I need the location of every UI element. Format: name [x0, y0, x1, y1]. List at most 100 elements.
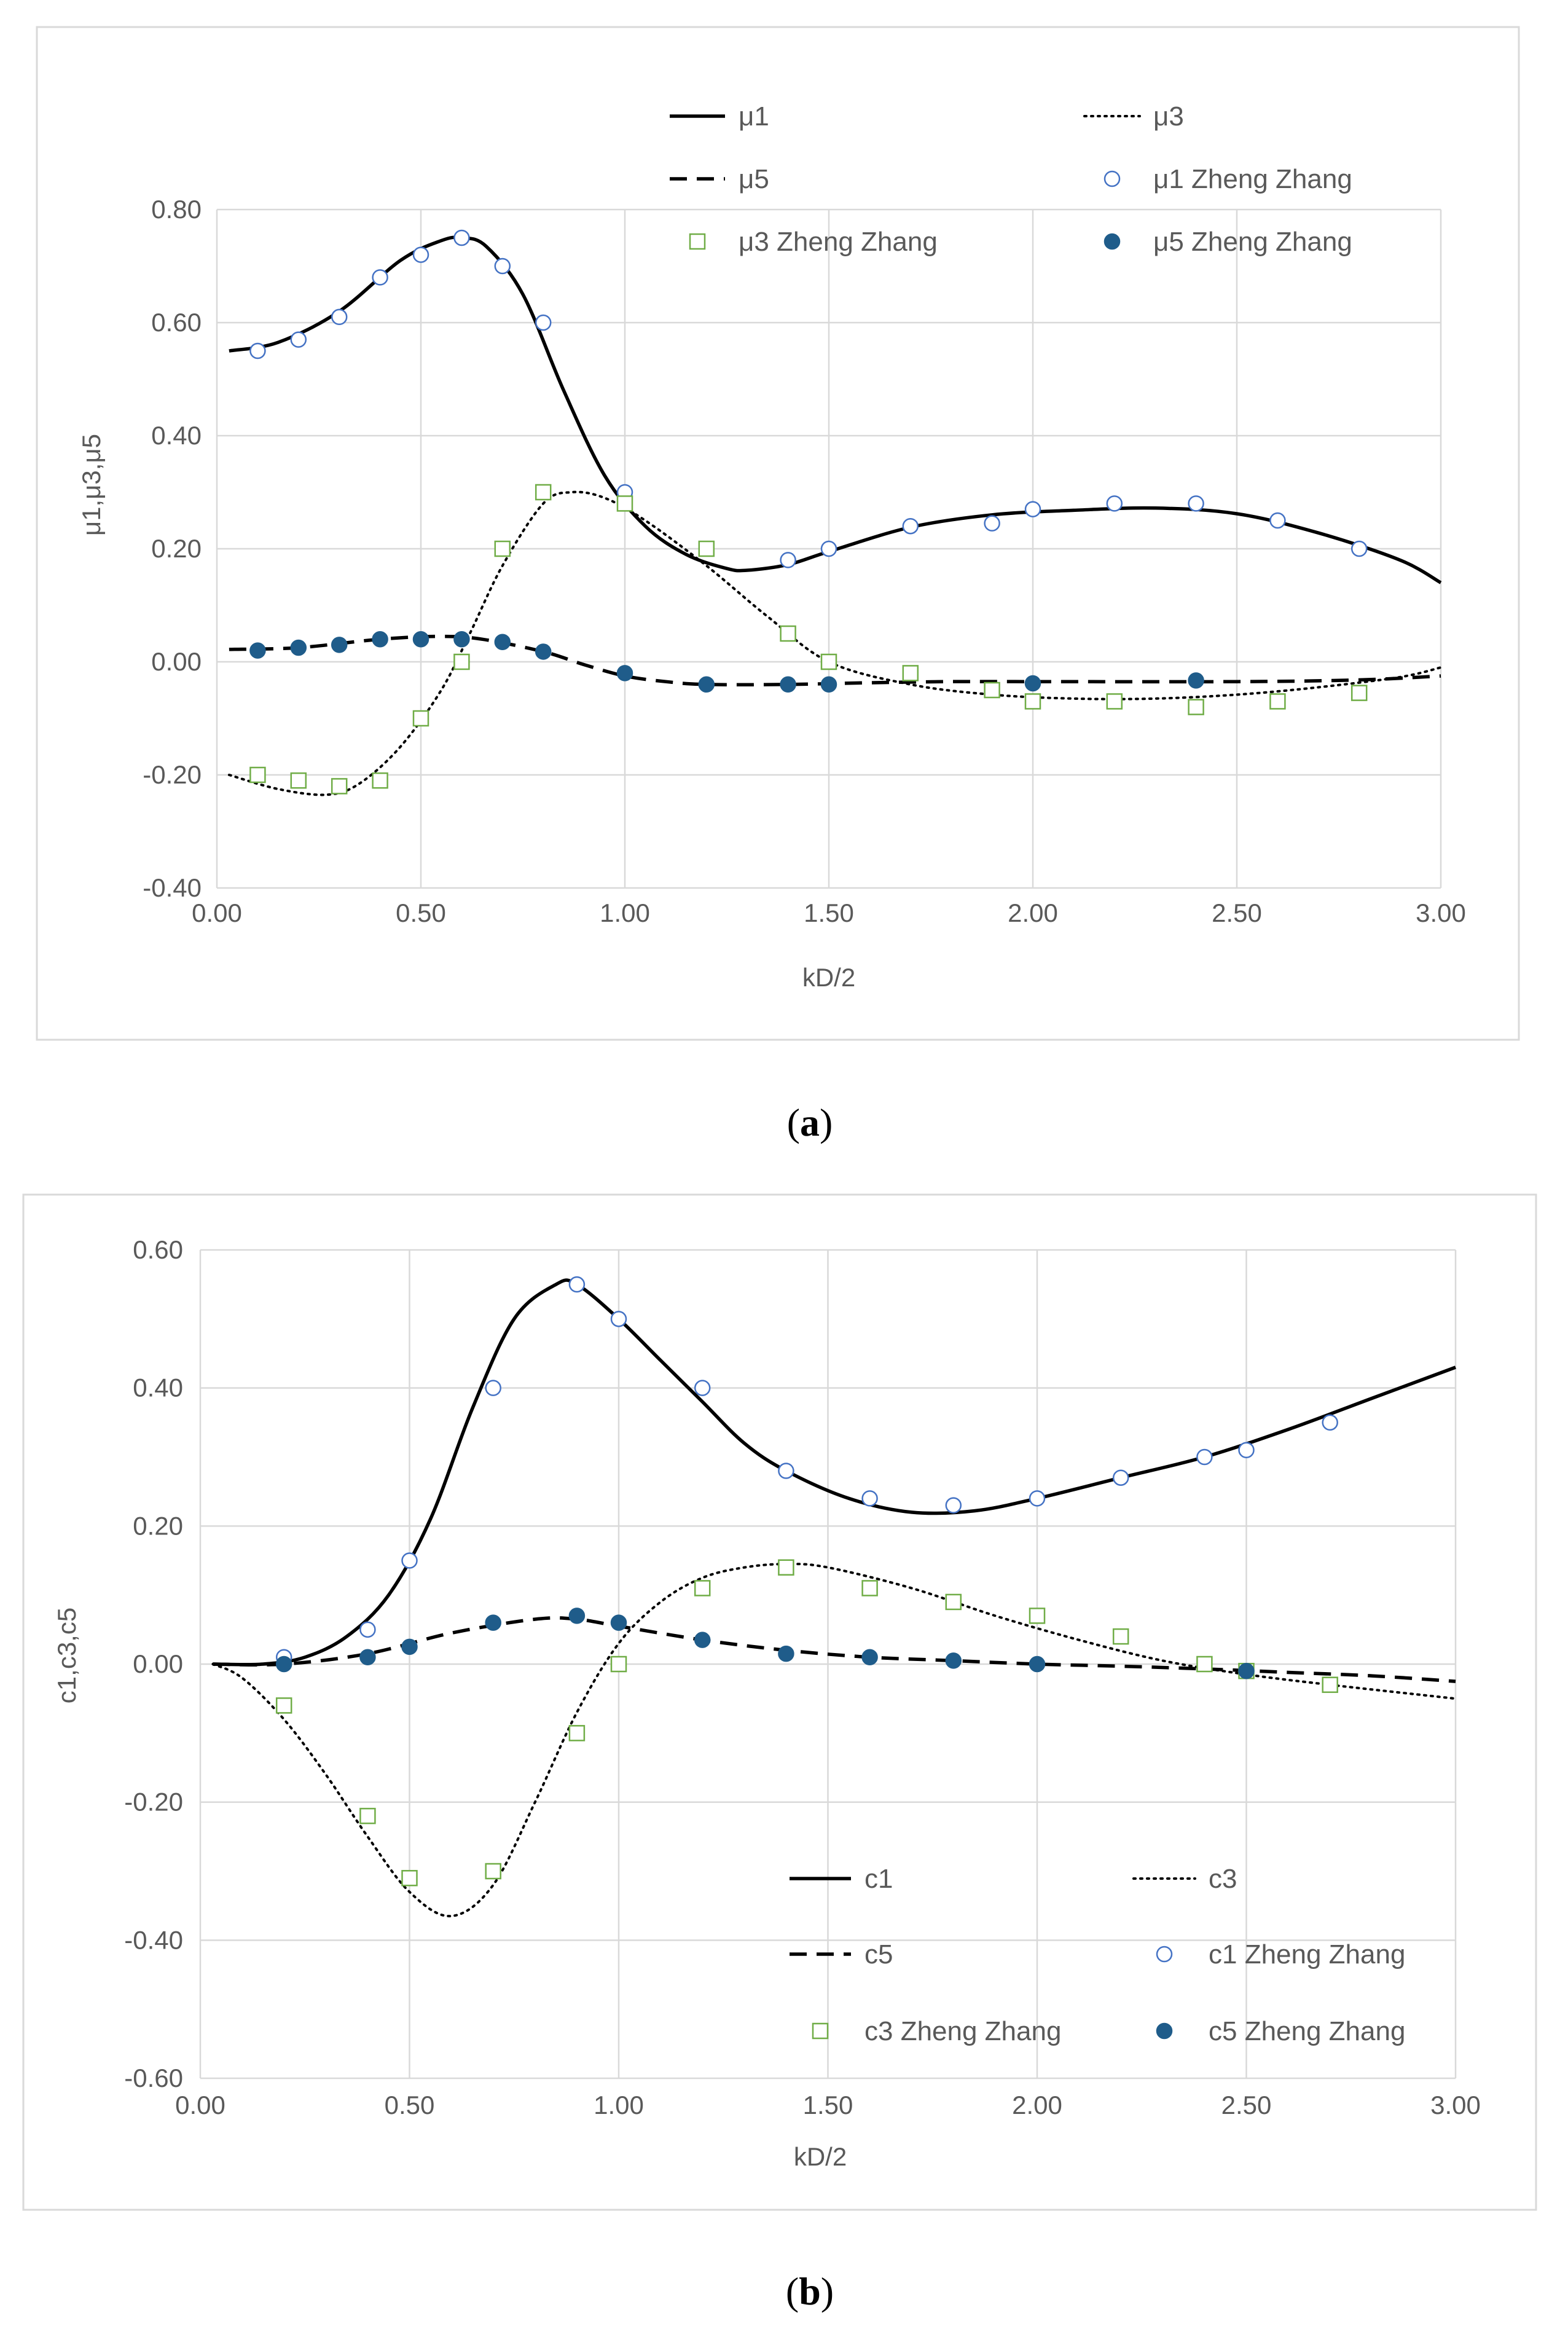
caption-b: (b): [786, 2269, 834, 2313]
chart-b-series-line: [213, 1278, 1456, 1667]
chart-b-data-point: [401, 1869, 418, 1887]
chart-a-ticks: 0.00 0.50 1.00 1.50 2.00 2.50 3.00 -0.40 -0.20 0.…: [143, 195, 1466, 927]
chart-a-data-point: [535, 484, 552, 501]
legend-label: c5 Zheng Zhang: [1209, 2016, 1405, 2046]
chart-a-data-point: [1106, 495, 1123, 512]
caption-a: (a): [787, 1101, 833, 1144]
legend-swatch: [1103, 170, 1121, 187]
chart-a-data-point: [698, 540, 715, 557]
chart-b-data-point: [568, 1725, 586, 1742]
chart-a-data-point: [902, 517, 919, 535]
chart-panel-b: 0.00 0.50 1.00 1.50 2.00 2.50 3.00 -0.60 -0.40 -0…: [22, 1193, 1537, 2313]
chart-a-y-tick-label: 0.20: [151, 534, 202, 563]
chart-b-data-point: [1112, 1469, 1129, 1486]
chart-b-data-point: [694, 1580, 711, 1597]
chart-b-data-point: [694, 1380, 711, 1396]
chart-b-series: [211, 1276, 1457, 1918]
chart-b-data-point: [1112, 1628, 1129, 1645]
chart-b-data-point: [1238, 1662, 1255, 1679]
chart-a-x-tick-label: 1.50: [804, 898, 854, 927]
chart-b-data-point: [359, 1807, 376, 1824]
chart-a-data-point: [290, 772, 307, 789]
legend-label: μ5 Zheng Zhang: [1153, 227, 1352, 257]
chart-a-data-point: [698, 676, 715, 693]
legend-item: c1 Zheng Zhang: [1156, 1939, 1405, 1970]
chart-b-data-point: [610, 1614, 627, 1631]
chart-a-frame: [36, 26, 1520, 1041]
chart-a-data-point: [331, 308, 348, 326]
caption-a-close: ): [820, 1101, 833, 1144]
chart-b-data-point: [485, 1380, 501, 1396]
legend-swatch: [1156, 2022, 1173, 2040]
chart-b-x-axis-title: kD/2: [794, 2142, 847, 2171]
chart-b-data-point: [1196, 1448, 1213, 1466]
chart-a-data-point: [535, 314, 552, 331]
caption-a-letter: a: [800, 1101, 820, 1144]
legend-label: c5: [864, 1939, 893, 1970]
chart-b-y-tick-label: 0.00: [133, 1649, 183, 1678]
chart-b-data-point: [275, 1697, 292, 1714]
legend-item: μ5: [670, 164, 769, 194]
chart-b-data-point: [401, 1552, 418, 1569]
chart-a-data-point: [372, 269, 388, 286]
chart-b-data-point: [1238, 1442, 1255, 1459]
chart-a-marker-series: [249, 484, 1368, 795]
caption-b-close: ): [821, 2269, 834, 2313]
chart-a-data-point: [453, 229, 470, 246]
chart-a-data-point: [780, 552, 796, 568]
chart-a-y-tick-label: 0.80: [151, 195, 202, 224]
chart-a-series: [227, 229, 1442, 796]
legend-label: μ1 Zheng Zhang: [1153, 164, 1352, 194]
chart-b-data-point: [1322, 1414, 1338, 1431]
chart-a-data-point: [1188, 699, 1204, 715]
chart-a-data-point: [1106, 693, 1123, 710]
chart-b-x-tick-label: 0.50: [385, 2091, 435, 2119]
chart-a-data-point: [249, 766, 266, 784]
chart-a-data-point: [290, 639, 307, 656]
chart-a-x-tick-label: 3.00: [1416, 898, 1466, 927]
legend-item: μ3: [1083, 101, 1184, 132]
chart-a-data-point: [902, 665, 919, 681]
chart-a-data-point: [453, 653, 470, 670]
chart-a-data-point: [1269, 693, 1286, 710]
chart-b-series-line: [211, 1563, 1457, 1918]
chart-a-data-point: [535, 643, 552, 660]
legend-swatch: [1103, 233, 1121, 250]
legend-item: c1: [790, 1864, 893, 1894]
legend-item: c5: [790, 1939, 893, 1970]
chart-b-data-point: [861, 1490, 878, 1507]
chart-a-data-point: [249, 642, 266, 659]
chart-b-x-tick-label: 2.00: [1012, 2091, 1062, 2119]
chart-b-y-tick-label: -0.60: [124, 2064, 183, 2092]
chart-a-data-point: [1188, 672, 1204, 689]
legend-label: c1 Zheng Zhang: [1209, 1939, 1405, 1970]
chart-b-y-axis-title: c1,c3,c5: [52, 1608, 81, 1703]
chart-a-y-axis-title: μ1,μ3,μ5: [77, 434, 106, 536]
chart-a-legend: μ1 μ3 μ5 μ1 Zheng Zhang μ3 Zheng Zhang μ5 Zhe…: [670, 101, 1352, 257]
chart-a-data-point: [412, 710, 429, 727]
chart-b-data-point: [485, 1614, 501, 1631]
chart-a-data-point: [820, 676, 837, 693]
chart-b-data-point: [1196, 1655, 1213, 1673]
chart-b-data-point: [610, 1311, 627, 1327]
chart-a-marker-series: [249, 229, 1368, 568]
chart-a-data-point: [820, 540, 837, 557]
chart-a-data-point: [372, 772, 388, 789]
chart-a-x-tick-label: 1.00: [600, 898, 650, 927]
chart-a-data-point: [1269, 512, 1286, 529]
chart-a-data-point: [494, 257, 511, 275]
legend-label: c3 Zheng Zhang: [864, 2016, 1061, 2046]
chart-b-marker-series: [275, 1608, 1255, 1679]
chart-b-data-point: [778, 1645, 794, 1662]
chart-b-y-tick-label: 0.40: [133, 1373, 183, 1402]
chart-a-data-point: [331, 637, 348, 653]
chart-a-data-point: [616, 495, 633, 512]
legend-item: c5 Zheng Zhang: [1156, 2016, 1405, 2046]
chart-a-data-point: [494, 540, 511, 557]
chart-b-data-point: [861, 1649, 878, 1666]
chart-a-data-point: [1188, 495, 1204, 512]
chart-a-x-tick-label: 2.50: [1212, 898, 1262, 927]
chart-b-data-point: [945, 1652, 962, 1669]
chart-a-data-point: [290, 331, 307, 348]
chart-a-data-point: [1350, 685, 1368, 701]
